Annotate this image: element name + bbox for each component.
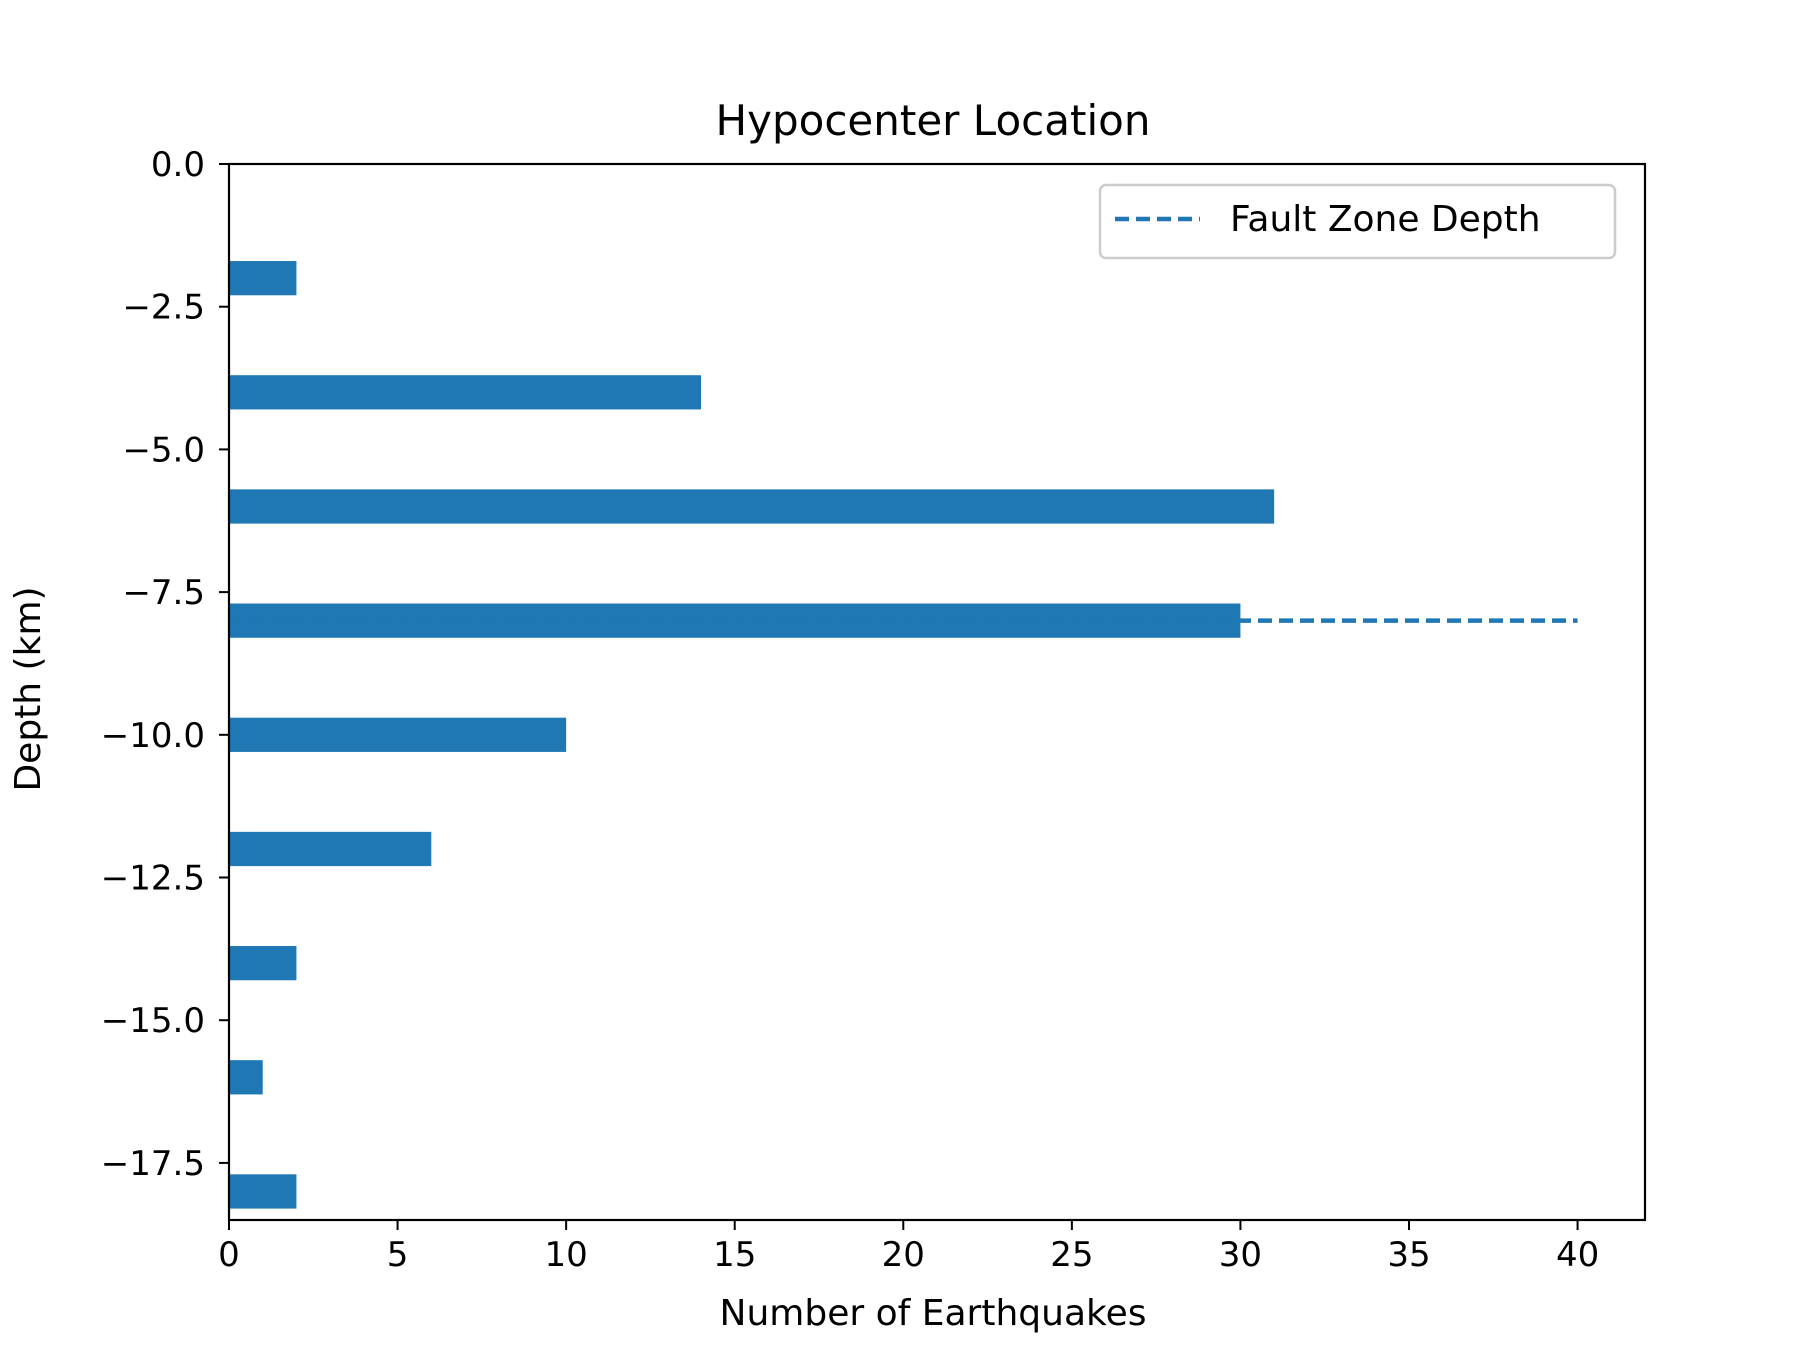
legend-box (1098, 183, 1617, 260)
x-tick-label: 20 (882, 1235, 925, 1275)
x-tick-label: 0 (218, 1235, 240, 1275)
bar-depth-4km (229, 375, 701, 410)
x-axis-label: Number of Earthquakes (720, 1293, 1147, 1334)
x-tick-label: 5 (387, 1235, 409, 1275)
y-tick-label: −15.0 (101, 1001, 205, 1041)
y-tick-label: 0.0 (151, 145, 205, 185)
y-axis-label: Depth (km) (8, 586, 49, 791)
bar-depth-6km (229, 489, 1275, 524)
y-axis-ticks: 0.0 −2.5 −5.0 −7.5 −10.0 −12.5 −15.0 −17.5 (101, 145, 229, 1184)
y-tick-label: −7.5 (122, 573, 205, 613)
x-axis-ticks: 0 5 10 15 20 25 30 35 40 (218, 1220, 1599, 1275)
x-tick-label: 30 (1219, 1235, 1262, 1275)
legend-label-fault-zone-depth: Fault Zone Depth (1230, 199, 1541, 240)
y-tick-label: −5.0 (122, 430, 205, 470)
x-tick-label: 40 (1556, 1235, 1599, 1275)
x-tick-label: 35 (1387, 1235, 1430, 1275)
y-tick-label: −2.5 (122, 288, 205, 328)
x-tick-label: 15 (713, 1235, 756, 1275)
bar-depth-14km (229, 946, 297, 981)
plot-frame (227, 162, 1647, 1222)
chart-title: Hypocenter Location (716, 96, 1151, 145)
bar-depth-16km (229, 1060, 263, 1095)
legend: Fault Zone Depth (1098, 183, 1617, 260)
x-tick-label: 10 (545, 1235, 588, 1275)
bar-depth-18km (229, 1174, 297, 1209)
bar-depth-10km (229, 717, 567, 752)
y-tick-label: −12.5 (101, 859, 205, 899)
x-tick-label: 25 (1050, 1235, 1093, 1275)
y-tick-label: −10.0 (101, 716, 205, 756)
bar-depth-2km (229, 261, 297, 296)
bar-depth-12km (229, 831, 432, 867)
y-tick-label: −17.5 (101, 1144, 205, 1184)
